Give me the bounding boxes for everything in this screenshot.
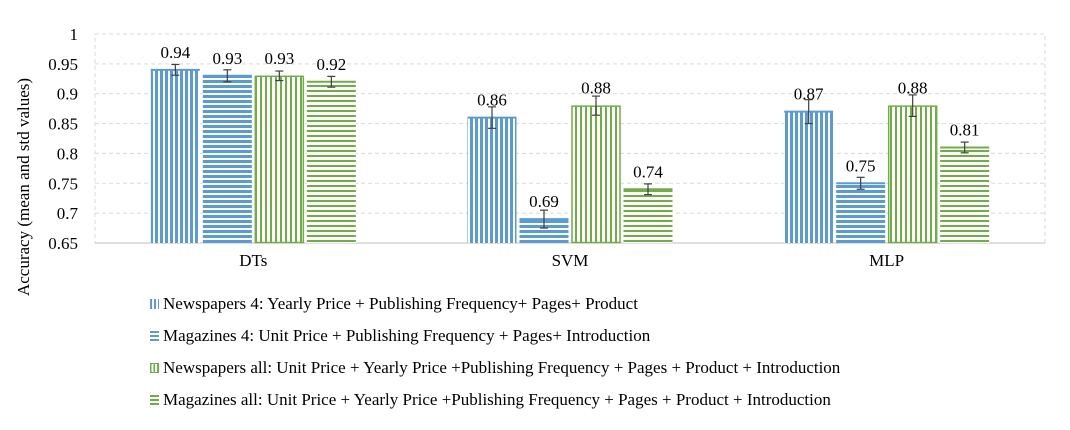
bar — [254, 75, 304, 243]
bar — [150, 69, 200, 243]
bar — [784, 111, 834, 243]
legend-swatch-magazines-all — [150, 395, 159, 405]
data-label: 0.81 — [950, 120, 980, 139]
legend-swatch-newspapers-all — [150, 363, 159, 373]
x-category-label: SVM — [552, 251, 589, 270]
y-tick-label: 0.65 — [48, 234, 78, 253]
bar — [519, 219, 569, 243]
legend-swatch-magazines-4 — [150, 331, 159, 341]
bar — [306, 81, 356, 244]
bar — [888, 105, 938, 244]
y-axis-ticks: 0.65 0.7 0.75 0.8 0.85 0.9 0.95 1 — [48, 25, 78, 253]
bars — [150, 68, 990, 244]
data-label: 0.75 — [846, 156, 876, 175]
data-label: 0.88 — [898, 79, 928, 98]
legend-label: Magazines all: Unit Price + Yearly Price… — [163, 390, 831, 409]
y-tick-label: 0.9 — [57, 85, 78, 104]
error-bars — [171, 63, 969, 229]
data-label: 0.86 — [477, 91, 507, 110]
bar — [571, 105, 621, 244]
data-labels: 0.94 0.93 0.93 0.92 0.86 0.69 0.88 0.74 0.87 0.75… — [160, 43, 979, 211]
x-category-label: MLP — [869, 251, 904, 270]
data-label: 0.88 — [581, 79, 611, 98]
data-label: 0.74 — [633, 162, 663, 181]
data-label: 0.69 — [529, 192, 559, 211]
x-axis-categories: DTs SVM MLP — [239, 251, 904, 270]
y-axis-title: Accuracy (mean and std values) — [14, 78, 33, 296]
y-tick-label: 0.95 — [48, 55, 78, 74]
legend-label: Newspapers all: Unit Price + Yearly Pric… — [163, 358, 841, 377]
legend-label: Newspapers 4: Yearly Price + Publishing … — [163, 294, 638, 313]
y-tick-label: 0.8 — [57, 144, 78, 163]
bar — [202, 75, 252, 243]
y-tick-label: 0.85 — [48, 115, 78, 134]
bar — [623, 189, 673, 243]
y-tick-label: 0.7 — [57, 204, 79, 223]
y-tick-label: 1 — [70, 25, 79, 44]
data-label: 0.92 — [316, 55, 346, 74]
gridlines — [95, 33, 1045, 244]
x-category-label: DTs — [239, 251, 267, 270]
legend-label: Magazines 4: Unit Price + Publishing Fre… — [163, 326, 651, 345]
legend-swatch-newspapers-4 — [150, 299, 159, 309]
bar — [836, 183, 886, 243]
data-label: 0.94 — [160, 43, 190, 62]
bar — [467, 117, 517, 243]
bar — [940, 147, 990, 243]
data-label: 0.87 — [794, 85, 824, 104]
data-label: 0.93 — [212, 49, 242, 68]
y-tick-label: 0.75 — [48, 174, 78, 193]
data-label: 0.93 — [264, 49, 294, 68]
